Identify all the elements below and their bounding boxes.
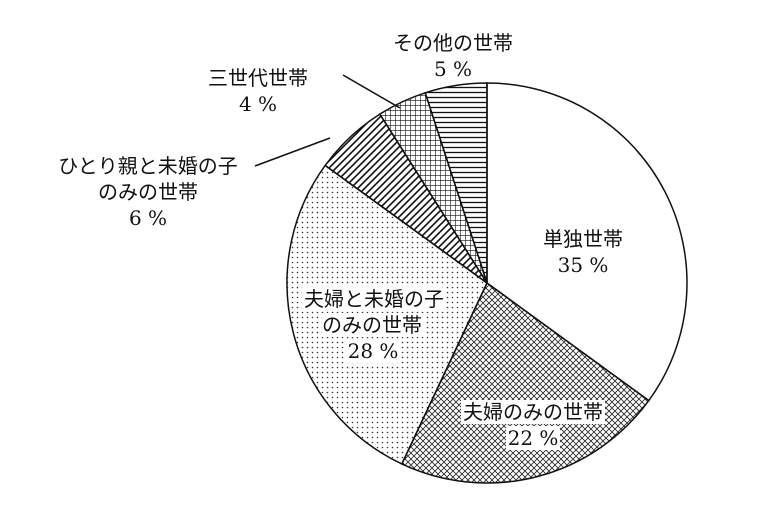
value-label: 5 % — [433, 57, 473, 81]
category-label: その他の世帯 — [393, 31, 513, 55]
value-label: 4 % — [238, 92, 278, 116]
value-label: 28 % — [345, 339, 401, 363]
category-label: 三世代世帯 — [208, 66, 308, 90]
slice-label: 夫婦と未婚の子 のみの世帯 28 % — [302, 286, 444, 364]
pie-slice — [486, 82, 688, 402]
slice-label: 夫婦のみの世帯 22 % — [461, 399, 605, 451]
slice-label: ひとり親と未婚の子 のみの世帯 6 % — [58, 153, 237, 231]
category-label: 単独世帯 — [543, 227, 623, 251]
category-label: ひとり親と未婚の子 のみの世帯 — [58, 154, 238, 204]
slice-label: その他の世帯 5 % — [393, 30, 513, 82]
category-label: 夫婦と未婚の子 のみの世帯 — [302, 287, 444, 337]
value-label: 35 % — [557, 253, 609, 277]
value-label: 6 % — [128, 206, 168, 230]
leader-line — [342, 74, 401, 109]
leader-line — [254, 137, 331, 167]
slice-label: 単独世帯 35 % — [543, 226, 623, 278]
category-label: 夫婦のみの世帯 — [461, 400, 605, 424]
value-label: 22 % — [505, 426, 561, 450]
slice-label: 三世代世帯 4 % — [208, 65, 308, 117]
pie-slice — [424, 82, 488, 284]
